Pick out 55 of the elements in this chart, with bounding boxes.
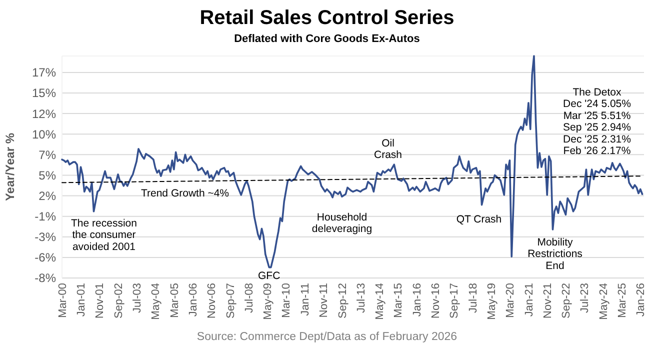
- y-tick-label: 5%: [38, 168, 56, 182]
- x-tick-label: Jan-16: [411, 283, 424, 317]
- annotation: The recession the consumer avoided 2001: [71, 217, 138, 253]
- annotation: Trend Growth ~4%: [140, 187, 230, 200]
- x-tick-label: Sep-17: [448, 283, 461, 318]
- y-tick-label: -6%: [34, 250, 56, 265]
- annotation: Oil Crash: [374, 137, 402, 162]
- x-tick-label: Jan-11: [299, 283, 312, 316]
- x-tick-label: May-24: [598, 283, 610, 320]
- x-tick-label: Jul-03: [131, 283, 144, 313]
- y-tick-label: 2%: [38, 188, 56, 203]
- y-tick-label: -1%: [34, 210, 56, 224]
- x-tick-label: May-04: [150, 283, 162, 320]
- annotation: Household deleveraging: [312, 211, 372, 236]
- x-tick-label: Nov-01: [94, 283, 106, 318]
- x-tick-label: May-09: [262, 283, 274, 320]
- x-tick-label: Jan-21: [523, 283, 536, 317]
- y-tick-label: -8%: [34, 271, 56, 286]
- x-tick-label: Nov-16: [430, 283, 442, 318]
- x-tick-label: Jul-18: [467, 283, 480, 313]
- y-tick-label: 12%: [32, 106, 56, 121]
- y-tick-label: 17%: [32, 66, 56, 80]
- y-axis-title: Year/Year %: [3, 132, 17, 202]
- x-tick-label: May-14: [374, 283, 386, 320]
- x-tick-label: Nov-21: [542, 283, 554, 318]
- x-tick-label: Mar-00: [56, 283, 69, 318]
- y-tick-label: 10%: [32, 127, 56, 142]
- x-tick-label: Mar-05: [168, 283, 181, 318]
- x-tick-label: Sep-02: [112, 283, 125, 318]
- x-tick-label: Sep-07: [224, 283, 237, 318]
- x-tick-label: Jan-01: [76, 283, 88, 317]
- chart-subtitle: Deflated with Core Goods Ex-Autos: [234, 33, 420, 45]
- x-tick-label: Mar-10: [280, 283, 293, 318]
- annotation: The Detox Dec '24 5.05% Mar '25 5.51% Sep '25 2.94% Dec '25 2.31% Feb '26 2.17%: [563, 86, 631, 158]
- chart-title: Retail Sales Control Series: [200, 7, 454, 29]
- x-tick-label: Sep-22: [560, 283, 573, 318]
- annotation: QT Crash: [456, 213, 502, 226]
- y-tick-label: 15%: [32, 86, 56, 100]
- x-tick-label: Mar-25: [616, 283, 628, 318]
- x-tick-label: May-19: [486, 283, 498, 320]
- x-tick-label: Jul-13: [355, 283, 368, 313]
- annotation: Mobility Restrictions End: [528, 236, 582, 272]
- x-tick-label: Mar-20: [504, 283, 517, 318]
- x-tick-label: Jul-23: [579, 283, 592, 313]
- x-tick-label: Mar-15: [392, 283, 405, 318]
- source-note: Source: Commerce Dept/Data as of February 2026: [196, 331, 458, 343]
- x-tick-label: Nov-11: [318, 283, 330, 318]
- x-tick-label: Jul-08: [243, 283, 256, 313]
- x-tick-label: Nov-06: [206, 283, 218, 318]
- x-tick-label: Jan-06: [188, 283, 200, 317]
- x-tick-label: Jan-26: [635, 283, 648, 317]
- x-tick-label: Sep-12: [336, 283, 349, 318]
- annotation: GFC: [258, 270, 281, 282]
- y-tick-label: 7%: [38, 148, 56, 162]
- y-tick-label: -3%: [34, 230, 56, 244]
